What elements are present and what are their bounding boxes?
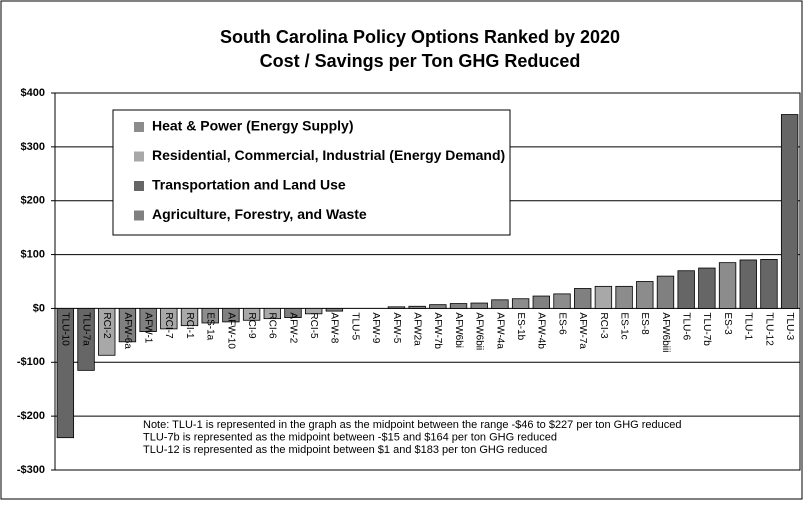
bar bbox=[139, 308, 157, 332]
y-tick-label: $100 bbox=[21, 248, 45, 260]
x-tick-label: TLU-7a bbox=[80, 312, 91, 346]
x-tick-label: ES-1a bbox=[205, 312, 216, 340]
bar bbox=[263, 308, 281, 320]
bar bbox=[387, 306, 406, 309]
bar bbox=[201, 308, 219, 324]
x-tick-label: ES-3 bbox=[722, 312, 733, 335]
legend-label: Agriculture, Forestry, and Waste bbox=[152, 206, 367, 222]
chart-title: South Carolina Policy Options Ranked by … bbox=[220, 27, 620, 47]
bar bbox=[532, 295, 550, 309]
x-tick-label: ES-1b bbox=[515, 312, 526, 340]
bar bbox=[656, 275, 675, 309]
x-tick-label: TLU-10 bbox=[60, 312, 71, 346]
annotation: TLU-7b is represented as the midpoint be… bbox=[143, 431, 557, 443]
bar bbox=[553, 293, 571, 309]
x-tick-label: TLU-7b bbox=[701, 312, 712, 346]
legend-swatch bbox=[134, 181, 144, 191]
x-tick-label: AFW6biii bbox=[660, 312, 671, 352]
bar bbox=[594, 285, 613, 309]
x-tick-label: RCI-2 bbox=[101, 312, 112, 339]
x-tick-label: AFW-6a bbox=[122, 312, 133, 349]
legend-swatch bbox=[134, 151, 144, 162]
x-tick-label: AFW-2 bbox=[287, 312, 298, 343]
x-tick-label: AFW-5 bbox=[391, 312, 402, 343]
x-tick-label: TLU-3 bbox=[784, 312, 795, 340]
x-tick-label: ES-1c bbox=[618, 312, 629, 339]
y-tick-label: -$200 bbox=[17, 410, 45, 422]
y-tick-label: -$300 bbox=[17, 464, 45, 476]
x-tick-label: AFW-10 bbox=[225, 312, 236, 349]
legend-label: Heat & Power (Energy Supply) bbox=[152, 118, 353, 134]
x-tick-label: RCI-6 bbox=[267, 312, 278, 339]
x-tick-label: AFW-7a bbox=[577, 312, 588, 349]
x-tick-label: TLU-5 bbox=[349, 312, 360, 340]
y-tick-label: -$100 bbox=[17, 356, 45, 368]
bar bbox=[284, 308, 302, 318]
bar bbox=[429, 304, 447, 309]
x-tick-label: RCI-3 bbox=[598, 312, 609, 339]
y-tick-label: $0 bbox=[33, 302, 45, 314]
x-tick-label: AFW6bi bbox=[453, 312, 464, 348]
bar bbox=[677, 270, 695, 309]
bar bbox=[98, 308, 116, 356]
bar bbox=[760, 259, 778, 309]
x-tick-label: TLU-1 bbox=[743, 312, 754, 340]
bar bbox=[698, 267, 716, 309]
bar bbox=[511, 298, 530, 309]
bar bbox=[739, 259, 757, 309]
bar bbox=[222, 308, 240, 323]
y-tick-label: $200 bbox=[21, 195, 45, 207]
bar bbox=[305, 308, 323, 315]
bar bbox=[470, 302, 488, 309]
bar bbox=[408, 305, 426, 309]
x-tick-label: TLU-6 bbox=[681, 312, 692, 340]
bar bbox=[449, 303, 468, 309]
legend-swatch bbox=[134, 122, 144, 132]
y-tick-label: $400 bbox=[21, 87, 45, 99]
annotation: TLU-12 is represented as the midpoint be… bbox=[143, 444, 547, 456]
bar bbox=[180, 308, 199, 327]
bar bbox=[636, 281, 654, 309]
legend-label: Transportation and Land Use bbox=[152, 177, 346, 193]
x-tick-label: TLU-12 bbox=[763, 312, 774, 346]
bar bbox=[118, 308, 137, 343]
bar bbox=[574, 288, 592, 309]
x-tick-label: RCI-5 bbox=[308, 312, 319, 339]
bar bbox=[615, 285, 633, 309]
x-tick-label: RCI-1 bbox=[184, 312, 195, 339]
x-tick-label: AFW-7b bbox=[432, 312, 443, 349]
bar bbox=[491, 299, 509, 309]
x-tick-label: RCI-7 bbox=[163, 312, 174, 339]
x-tick-label: AFW-8 bbox=[329, 312, 340, 343]
x-tick-label: ES-8 bbox=[639, 312, 650, 335]
annotation: Note: TLU-1 is represented in the graph … bbox=[143, 419, 682, 431]
x-tick-label: AFW2a bbox=[412, 312, 423, 346]
x-tick-label: AFW-9 bbox=[370, 312, 381, 343]
chart-title: Cost / Savings per Ton GHG Reduced bbox=[260, 51, 581, 71]
x-tick-label: AFW-1 bbox=[142, 312, 153, 343]
x-tick-label: AFW-4a bbox=[494, 312, 505, 349]
bar bbox=[780, 114, 799, 309]
x-tick-label: AFW-4b bbox=[536, 312, 547, 349]
x-tick-label: AFW6bii bbox=[474, 312, 485, 350]
bar bbox=[77, 308, 95, 371]
legend-swatch bbox=[134, 210, 144, 221]
legend-label: Residential, Commercial, Industrial (Ene… bbox=[152, 147, 505, 163]
bar bbox=[325, 308, 344, 312]
bar bbox=[56, 308, 75, 439]
bar bbox=[718, 262, 737, 309]
bar bbox=[242, 308, 261, 321]
x-tick-label: ES-6 bbox=[556, 312, 567, 335]
bar bbox=[160, 308, 178, 330]
y-tick-label: $300 bbox=[21, 141, 45, 153]
x-tick-label: RCI-9 bbox=[246, 312, 257, 339]
legend-box bbox=[112, 109, 511, 236]
